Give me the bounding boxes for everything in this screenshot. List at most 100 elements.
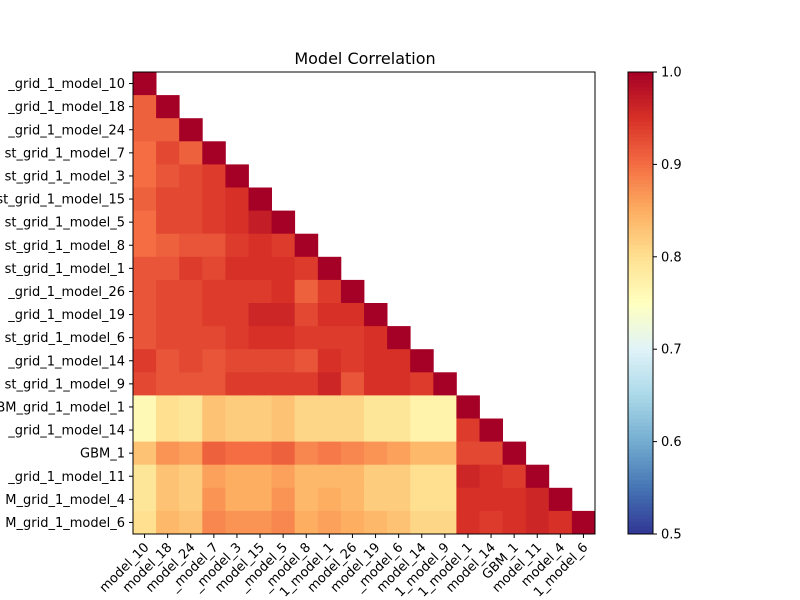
heatmap-cell [271, 279, 296, 304]
heatmap-cell [133, 95, 157, 119]
heatmap-cell [225, 395, 249, 419]
colorbar-segment [628, 491, 653, 496]
colorbar-segment [628, 364, 653, 369]
heatmap-cell [271, 256, 296, 281]
colorbar-segment [628, 368, 653, 373]
heatmap-cell [248, 303, 272, 327]
colorbar: 0.5 0.6 0.7 0.8 0.9 1.0 [627, 66, 682, 543]
colorbar-segment [628, 199, 653, 204]
heatmap-cell [271, 372, 296, 396]
colorbar-segment [628, 98, 653, 104]
heatmap-cell [410, 487, 434, 512]
heatmap-cell [364, 441, 388, 466]
colorbar-segment [628, 187, 653, 192]
colorbar-segment [628, 214, 653, 219]
heatmap-cell [317, 441, 342, 466]
heatmap-cell [294, 256, 319, 281]
heatmap-cell [133, 256, 157, 281]
y-tick-label: M_grid_1_model_6 [5, 516, 125, 531]
heatmap-cell [410, 395, 434, 419]
heatmap-cell [202, 464, 226, 489]
heatmap-cell [202, 418, 226, 442]
colorbar-segment [628, 437, 653, 443]
heatmap-cell [433, 395, 457, 419]
colorbar-segment [628, 449, 653, 454]
heatmap-cell [156, 464, 180, 489]
heatmap-cell [364, 395, 388, 419]
chart-title: Model Correlation [294, 49, 435, 68]
heatmap-cell [248, 349, 272, 373]
y-tick-label: GBM_1 [80, 447, 125, 462]
heatmap-cell [456, 395, 480, 419]
heatmap-cell [433, 464, 457, 489]
heatmap-cell [479, 464, 503, 489]
heatmap-cell [179, 418, 203, 442]
colorbar-segment [628, 218, 653, 223]
colorbar-segment [628, 206, 653, 212]
colorbar-tick-label: 0.7 [661, 343, 682, 358]
heatmap-cell [317, 395, 342, 419]
heatmap-cell [271, 487, 296, 512]
heatmap-cell [133, 187, 157, 211]
heatmap-cell [202, 210, 226, 235]
y-axis-tick-labels: _grid_1_model_10 _grid_1_model_18 _grid_1_… [0, 77, 133, 531]
heatmap-cell [317, 510, 342, 535]
heatmap-cell [156, 349, 180, 373]
colorbar-segment [628, 102, 653, 108]
y-tick-label: _grid_1_model_11 [7, 470, 125, 485]
colorbar-segment [628, 229, 653, 235]
heatmap-cell [410, 464, 434, 489]
colorbar-segment [628, 356, 653, 362]
colorbar-segment [628, 387, 653, 393]
colorbar-segment [628, 499, 653, 504]
colorbar-segment [628, 495, 653, 500]
heatmap-cell [179, 441, 203, 466]
colorbar-segment [628, 464, 653, 470]
heatmap-cell [202, 510, 226, 535]
heatmap-cell [133, 141, 157, 165]
colorbar-segment [628, 468, 653, 473]
heatmap-cell [179, 372, 203, 396]
colorbar-segment [628, 272, 653, 277]
heatmap-cell [410, 349, 434, 373]
heatmap-cell [294, 303, 319, 327]
colorbar-segment [628, 183, 653, 188]
heatmap-cell [202, 187, 226, 211]
colorbar-segment [628, 299, 653, 304]
heatmap-cell [548, 487, 573, 512]
heatmap-cell [571, 510, 596, 535]
colorbar-segment [628, 79, 653, 85]
heatmap-cell [248, 510, 272, 535]
heatmap-cell [340, 441, 365, 466]
heatmap-cell [156, 164, 180, 188]
y-tick-label: st_grid_1_model_1 [5, 262, 125, 277]
colorbar-segment [628, 75, 653, 81]
heatmap-cell [364, 303, 388, 327]
colorbar-segment [628, 341, 653, 346]
colorbar-segment [628, 125, 653, 131]
heatmap-cell [456, 441, 480, 466]
colorbar-segment [628, 395, 653, 400]
colorbar-segment [628, 410, 653, 416]
colorbar-segment [628, 430, 653, 435]
colorbar-segment [628, 318, 653, 323]
heatmap-cell [340, 349, 365, 373]
y-tick-label: _grid_1_model_19 [7, 308, 125, 323]
heatmap-cell [202, 141, 226, 165]
colorbar-segment [628, 264, 653, 269]
heatmap-cell [525, 487, 550, 512]
heatmap-cell [317, 326, 342, 350]
colorbar-segment [628, 226, 653, 231]
heatmap-cell [387, 487, 411, 512]
colorbar-segment [628, 237, 653, 242]
heatmap-cell [387, 510, 411, 535]
colorbar-segment [628, 141, 653, 146]
heatmap-cell [133, 510, 157, 535]
colorbar-segment [628, 195, 653, 200]
colorbar-segment [628, 480, 653, 485]
heatmap-cell [294, 464, 319, 489]
heatmap-cell [202, 256, 226, 281]
colorbar-segment [628, 129, 653, 135]
heatmap-cell [156, 303, 180, 327]
heatmap-cell [133, 279, 157, 304]
